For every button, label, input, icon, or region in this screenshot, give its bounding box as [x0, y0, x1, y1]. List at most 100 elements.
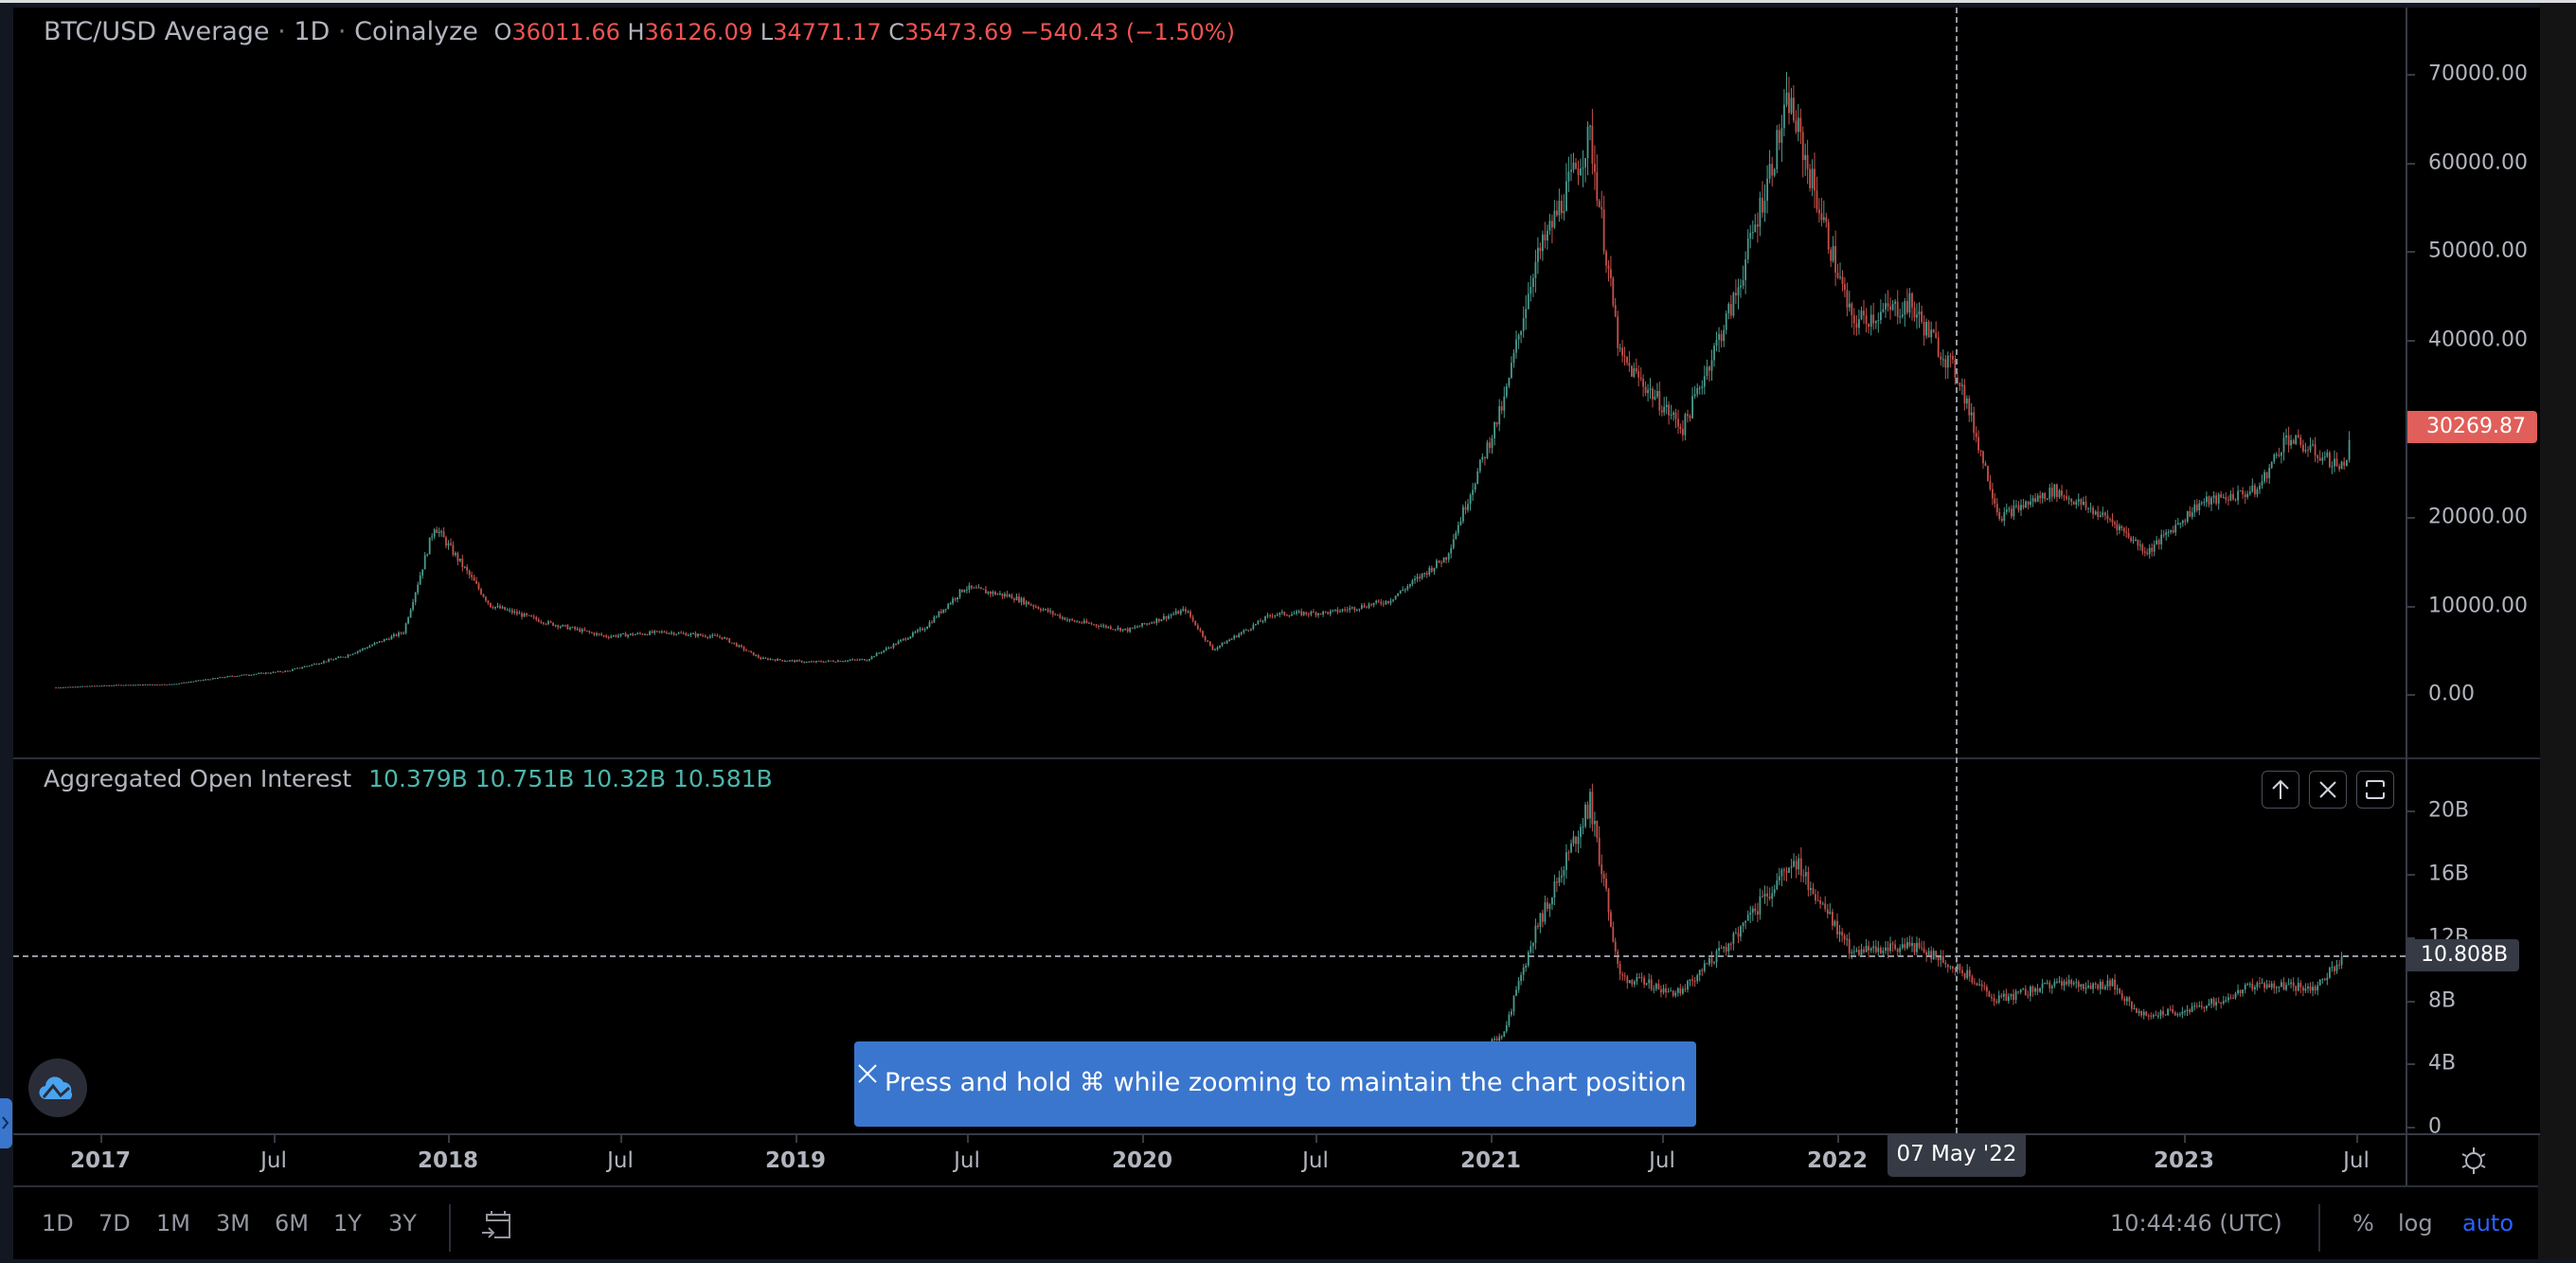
range-3m-button[interactable]: 3M: [216, 1210, 250, 1236]
window-top-border: [0, 0, 2576, 3]
symbol-title[interactable]: BTC/USD Average: [44, 17, 270, 46]
toast-message: Press and hold ⌘ while zooming to mainta…: [885, 1068, 1687, 1097]
time-axis-label: 2018: [417, 1148, 479, 1173]
time-axis-label: Jul: [954, 1148, 980, 1173]
range-3y-button[interactable]: 3Y: [388, 1210, 417, 1236]
go-to-date-button[interactable]: [479, 1208, 513, 1242]
range-6m-button[interactable]: 6M: [275, 1210, 309, 1236]
price-legend: BTC/USD Average · 1D · Coinalyze O36011.…: [44, 17, 1235, 46]
top-nav-strip: [0, 3, 2576, 8]
log-scale-toggle[interactable]: log: [2398, 1210, 2433, 1236]
toast-close-button[interactable]: [854, 1060, 881, 1087]
time-axis-label: 2020: [1111, 1148, 1173, 1173]
oi-value: 10.379B: [368, 765, 468, 792]
percent-scale-toggle[interactable]: %: [2352, 1210, 2374, 1236]
time-axis-tick: [1142, 1135, 1144, 1143]
range-1y-button[interactable]: 1Y: [333, 1210, 362, 1236]
price-chart-pane[interactable]: BTC/USD Average · 1D · Coinalyze O36011.…: [13, 8, 2406, 757]
oi-axis-label: 4B: [2428, 1051, 2457, 1076]
oi-axis-tick: [2407, 1001, 2415, 1003]
oi-crosshair-value: 10.808B: [2421, 943, 2509, 967]
time-axis-label: Jul: [1649, 1148, 1675, 1173]
price-axis-label: 20000.00: [2428, 505, 2528, 529]
crosshair-date: 07 May '22: [1896, 1142, 2017, 1166]
time-axis-tick: [1662, 1135, 1664, 1143]
oi-value: 10.581B: [673, 765, 773, 792]
maximize-icon: [2366, 780, 2385, 799]
move-pane-up-button[interactable]: [2262, 771, 2299, 809]
crosshair-vertical: [1956, 8, 1958, 1133]
price-axis-tick: [2407, 162, 2415, 165]
chevron-right-icon: [2, 1116, 9, 1130]
close-icon: [2319, 781, 2336, 798]
range-7d-button[interactable]: 7D: [98, 1210, 131, 1236]
time-axis-tick: [1837, 1135, 1839, 1143]
axis-pane-separator: [2407, 757, 2540, 759]
bottom-border: [0, 1259, 2576, 1263]
time-axis-tick: [1315, 1135, 1317, 1143]
time-axis-label: 2022: [1806, 1148, 1869, 1173]
oi-axis-label: 8B: [2428, 988, 2457, 1013]
right-sidebar-strip: [2538, 3, 2576, 1263]
range-1m-button[interactable]: 1M: [156, 1210, 190, 1236]
pane-separator[interactable]: [13, 757, 2538, 759]
price-candles: [55, 72, 2351, 689]
time-axis-tick: [2184, 1135, 2186, 1143]
expand-sidebar-handle[interactable]: [0, 1098, 12, 1148]
price-axis[interactable]: 70000.00 60000.00 50000.00 40000.00 2000…: [2406, 8, 2540, 1139]
time-axis-tick: [1491, 1135, 1493, 1143]
remove-pane-button[interactable]: [2309, 771, 2347, 809]
time-axis-label: Jul: [1302, 1148, 1329, 1173]
high-value: 36126.09: [644, 19, 754, 45]
arrow-up-icon: [2272, 779, 2289, 799]
time-axis-tick: [967, 1135, 969, 1143]
close-icon: [858, 1064, 877, 1083]
time-axis-tick: [620, 1135, 622, 1143]
time-axis-label: Jul: [2343, 1148, 2370, 1173]
separator: ·: [277, 17, 286, 46]
time-axis[interactable]: 2017 Jul 2018 Jul 2019 Jul 2020 Jul 2021…: [13, 1133, 2406, 1187]
interval-label[interactable]: 1D: [294, 17, 331, 46]
oi-title[interactable]: Aggregated Open Interest: [44, 765, 352, 792]
price-axis-label: 10000.00: [2428, 594, 2528, 618]
price-axis-label: 50000.00: [2428, 239, 2528, 263]
oi-crosshair-tag: 10.808B: [2407, 939, 2520, 971]
auto-scale-toggle[interactable]: auto: [2462, 1210, 2514, 1236]
price-axis-label: 60000.00: [2428, 151, 2528, 175]
price-axis-label: 0.00: [2428, 682, 2475, 706]
change-value: −540.43 (−1.50%): [1020, 19, 1235, 45]
open-value: 36011.66: [511, 19, 620, 45]
left-sidebar-strip: [0, 3, 13, 1263]
oi-axis-tick: [2407, 1127, 2415, 1129]
time-axis-label: 2019: [764, 1148, 827, 1173]
zoom-hint-toast: Press and hold ⌘ while zooming to mainta…: [854, 1041, 1696, 1127]
time-axis-label: 2021: [1459, 1148, 1522, 1173]
price-axis-tick: [2407, 74, 2415, 76]
oi-value: 10.32B: [581, 765, 667, 792]
maximize-pane-button[interactable]: [2356, 771, 2394, 809]
separator: ·: [337, 17, 347, 46]
last-price-tag: 30269.87: [2407, 411, 2537, 443]
oi-axis-tick: [2407, 874, 2415, 876]
oi-axis-label: 0: [2428, 1114, 2442, 1139]
time-axis-label: Jul: [260, 1148, 287, 1173]
oi-axis-label: 20B: [2428, 798, 2470, 823]
coinalyze-logo-button[interactable]: [28, 1058, 87, 1117]
chart-settings-button[interactable]: [2406, 1133, 2540, 1187]
oi-axis-tick: [2407, 937, 2415, 939]
open-interest-candles: [1445, 783, 2343, 1080]
clock-timezone[interactable]: 10:44:46 (UTC): [2110, 1210, 2282, 1236]
gear-icon: [2461, 1147, 2486, 1174]
source-label: Coinalyze: [354, 17, 478, 46]
high-label: H: [627, 19, 645, 45]
low-value: 34771.17: [773, 19, 882, 45]
range-1d-button[interactable]: 1D: [42, 1210, 74, 1236]
crosshair-horizontal: [13, 955, 2406, 957]
calendar-icon: [482, 1211, 510, 1238]
oi-axis-label: 16B: [2428, 862, 2470, 886]
price-axis-tick: [2407, 694, 2415, 697]
cloud-chart-icon: [39, 1076, 73, 1100]
time-axis-tick: [100, 1135, 102, 1143]
time-axis-tick: [796, 1135, 797, 1143]
oi-axis-tick: [2407, 810, 2415, 812]
